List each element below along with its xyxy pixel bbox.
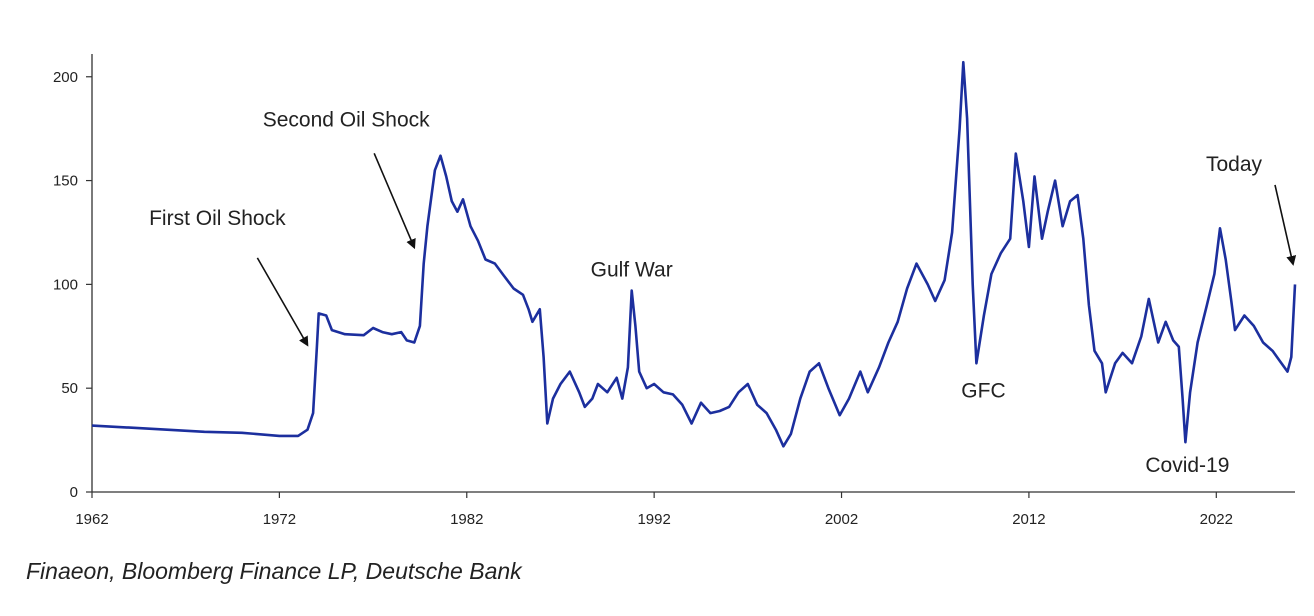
axis-ticks: 0 50 100 150 200 1962 1972 1982 1992 2002 2012 2022 [53, 69, 1233, 528]
x-tick-label: 1992 [637, 511, 670, 528]
x-tick-label: 1982 [450, 511, 483, 528]
annotation-label: Second Oil Shock [263, 108, 430, 131]
y-tick-label: 0 [70, 484, 78, 501]
annotation-arrow [1274, 184, 1297, 266]
y-tick-label: 200 [53, 69, 78, 86]
annotation-arrow [256, 257, 309, 347]
x-tick-label: 2002 [825, 511, 858, 528]
annotation-label: Today [1206, 153, 1263, 176]
annotation-label: Gulf War [591, 259, 673, 282]
y-tick-label: 50 [61, 380, 78, 397]
y-tick-label: 100 [53, 276, 78, 293]
x-tick-label: 1972 [263, 511, 296, 528]
source-note: Finaeon, Bloomberg Finance LP, Deutsche … [26, 558, 522, 584]
annotation-arrow [373, 153, 416, 250]
annotation-label: GFC [961, 379, 1005, 402]
axes [91, 54, 1295, 493]
oil-price-chart: 0 50 100 150 200 1962 1972 1982 1992 2002 2012 2022… [53, 54, 1297, 528]
series-line [91, 60, 1297, 448]
annotation-label: Covid-19 [1145, 454, 1229, 477]
x-tick-label: 1962 [75, 511, 108, 528]
annotation-label: First Oil Shock [149, 207, 286, 230]
y-tick-label: 150 [53, 173, 78, 190]
x-tick-label: 2022 [1200, 511, 1233, 528]
annotations: First Oil Shock Second Oil Shock Gulf War G… [149, 108, 1297, 477]
x-tick-label: 2012 [1012, 511, 1045, 528]
